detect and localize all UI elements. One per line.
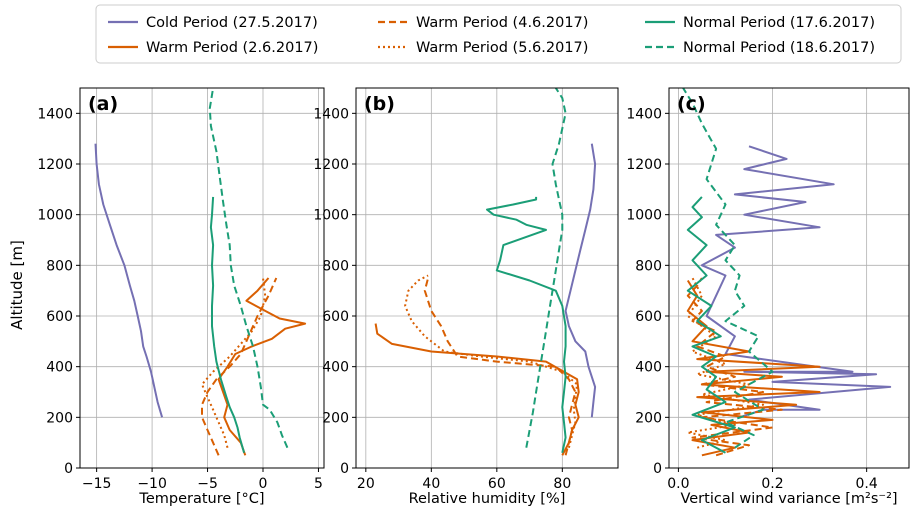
y-tick-label: 200 xyxy=(322,410,349,426)
series-line-2 xyxy=(423,277,577,456)
x-tick-label: 5 xyxy=(314,476,323,492)
legend-entry-label: Normal Period (17.6.2017) xyxy=(683,15,875,31)
series-line-4 xyxy=(209,196,246,454)
y-tick-label: 600 xyxy=(322,309,349,325)
legend-frame xyxy=(95,4,902,64)
series-line-5 xyxy=(525,88,567,448)
panel-a: −15 −10 −5 0 5 0 200 400 600 800 1000 1200 1400 (a) Te… xyxy=(37,87,325,507)
y-tick-label: 0 xyxy=(340,461,349,477)
y-tick-label: 0 xyxy=(653,461,662,477)
x-tick-label: 0.0 xyxy=(667,476,689,492)
panel-label: (a) xyxy=(88,93,118,115)
series-line-5 xyxy=(208,88,289,449)
legend-entry-label: Normal Period (18.6.2017) xyxy=(683,40,875,56)
series-line-3 xyxy=(686,277,765,449)
y-tick-label: 800 xyxy=(46,258,73,274)
y-tick-label: 1200 xyxy=(313,157,349,173)
y-tick-label: 1200 xyxy=(626,157,662,173)
series-line-0 xyxy=(700,145,892,419)
series-line-2 xyxy=(201,277,278,456)
y-tick-label: 1000 xyxy=(37,208,73,224)
series-line-1 xyxy=(686,279,821,457)
y-tick-label: 200 xyxy=(635,410,662,426)
axes-frame xyxy=(79,87,325,469)
y-axis-label: Altitude [m] xyxy=(8,240,26,330)
y-tick-label: 1400 xyxy=(313,106,349,122)
series-line-0 xyxy=(564,143,597,418)
series-line-4 xyxy=(486,196,567,454)
x-tick-label: 80 xyxy=(553,476,571,492)
y-tick-label: 800 xyxy=(635,258,662,274)
x-axis-label: Vertical wind variance [m²s⁻²] xyxy=(680,491,897,507)
x-tick-label: −5 xyxy=(197,476,218,492)
x-tick-label: −10 xyxy=(137,476,167,492)
legend-entry-label: Warm Period (5.6.2017) xyxy=(416,40,588,56)
series-line-5 xyxy=(682,88,774,449)
series-line-1 xyxy=(374,323,580,456)
axes-frame xyxy=(668,87,910,469)
legend-entry-label: Warm Period (2.6.2017) xyxy=(146,40,318,56)
x-tick-label: 0.2 xyxy=(761,476,783,492)
panel-c: 0.0 0.2 0.4 0 200 400 600 800 1000 1200 1400 (c) Ver… xyxy=(626,87,910,507)
x-tick-label: −15 xyxy=(82,476,112,492)
y-tick-label: 400 xyxy=(322,360,349,376)
y-tick-label: 1400 xyxy=(626,106,662,122)
y-tick-label: 800 xyxy=(322,258,349,274)
y-tick-label: 1200 xyxy=(37,157,73,173)
series-line-4 xyxy=(686,196,736,454)
y-tick-label: 200 xyxy=(46,410,73,426)
x-axis-label: Temperature [°C] xyxy=(138,491,264,507)
legend-entry-label: Cold Period (27.5.2017) xyxy=(146,15,318,31)
x-tick-label: 60 xyxy=(488,476,506,492)
y-tick-label: 600 xyxy=(46,309,73,325)
y-tick-label: 1000 xyxy=(626,208,662,224)
panel-label: (b) xyxy=(364,93,395,115)
y-tick-label: 400 xyxy=(635,360,662,376)
series-line-2 xyxy=(686,277,783,457)
axes-frame xyxy=(355,87,619,469)
legend-entry-label: Warm Period (4.6.2017) xyxy=(416,15,588,31)
x-tick-label: 0 xyxy=(259,476,268,492)
y-tick-label: 1400 xyxy=(37,106,73,122)
x-tick-label: 0.4 xyxy=(856,476,878,492)
x-tick-label: 20 xyxy=(357,476,375,492)
y-tick-label: 1000 xyxy=(313,208,349,224)
series-line-0 xyxy=(94,143,164,418)
x-tick-label: 40 xyxy=(422,476,440,492)
y-tick-label: 400 xyxy=(46,360,73,376)
x-axis-label: Relative humidity [%] xyxy=(409,491,566,507)
series-line-3 xyxy=(201,277,267,448)
y-tick-label: 0 xyxy=(64,461,73,477)
legend: Cold Period (27.5.2017) Warm Period (2.6.… xyxy=(95,4,902,64)
y-tick-label: 600 xyxy=(635,309,662,325)
panel-label: (c) xyxy=(677,93,706,115)
